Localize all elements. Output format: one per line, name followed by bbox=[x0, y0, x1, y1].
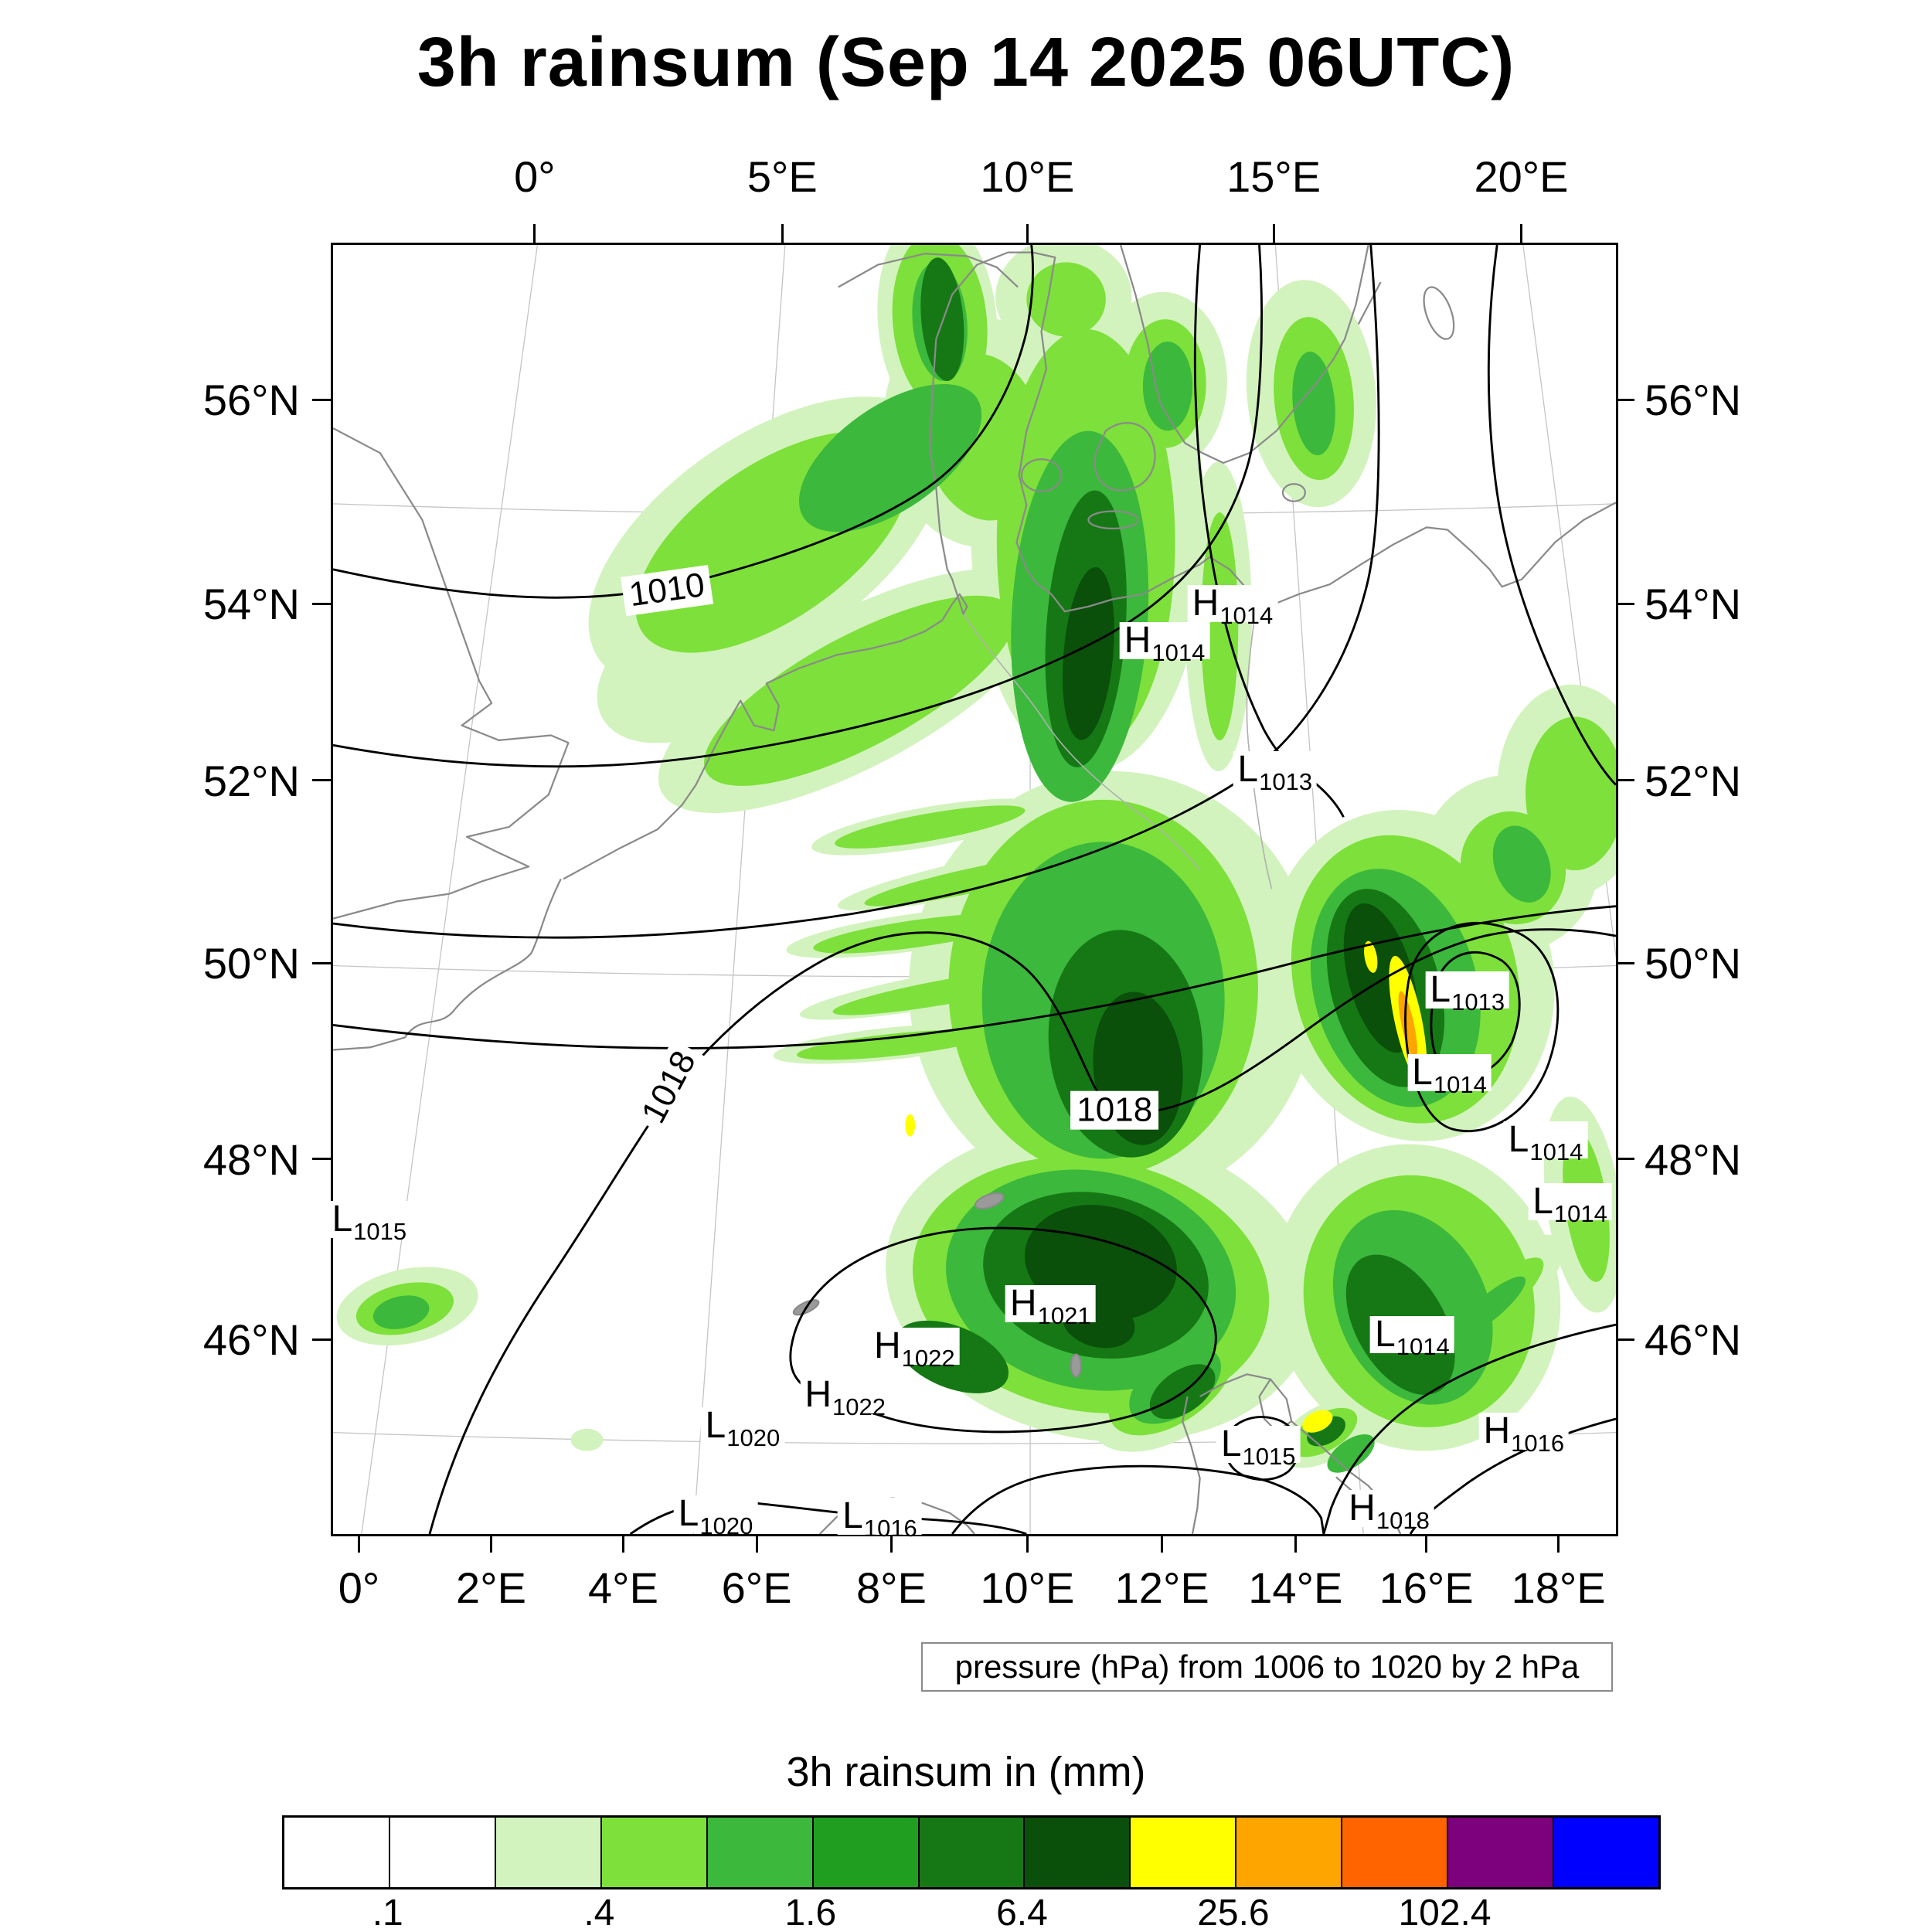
legend-cell bbox=[1448, 1818, 1555, 1887]
tick-right bbox=[1616, 1158, 1634, 1161]
axis-label-right: 52°N bbox=[1645, 756, 1742, 805]
tick-bottom bbox=[1294, 1534, 1297, 1553]
tick-top bbox=[1026, 224, 1029, 243]
axis-label-left: 52°N bbox=[202, 756, 300, 805]
legend-tick-label: .1 bbox=[372, 1893, 403, 1932]
axis-label-bottom: 18°E bbox=[1511, 1563, 1606, 1612]
rain-shading-orange bbox=[1398, 991, 1417, 1060]
legend-cell bbox=[284, 1818, 390, 1887]
tick-bottom bbox=[1161, 1534, 1164, 1553]
axis-label-bottom: 4°E bbox=[588, 1563, 658, 1612]
legend-cell bbox=[813, 1818, 920, 1887]
tick-top bbox=[533, 224, 536, 243]
legend-cell bbox=[1554, 1818, 1658, 1887]
tick-bottom bbox=[621, 1534, 624, 1553]
axis-label-bottom: 8°E bbox=[855, 1563, 927, 1612]
axis-label-top: 20°E bbox=[1474, 152, 1569, 201]
tick-bottom bbox=[1026, 1534, 1029, 1553]
legend-cell bbox=[1342, 1818, 1449, 1887]
tick-bottom bbox=[755, 1534, 758, 1553]
tick-left bbox=[312, 1338, 331, 1341]
axis-label-left: 56°N bbox=[202, 376, 300, 425]
axis-label-left: 54°N bbox=[202, 580, 300, 629]
tick-right bbox=[1616, 1338, 1634, 1341]
axis-label-right: 50°N bbox=[1645, 939, 1742, 988]
tick-right bbox=[1616, 961, 1634, 964]
axis-label-left: 46°N bbox=[202, 1315, 300, 1365]
tick-right bbox=[1616, 602, 1634, 605]
axis-label-right: 56°N bbox=[1645, 376, 1742, 425]
legend-tick-label: 25.6 bbox=[1197, 1893, 1270, 1932]
tick-top bbox=[1519, 224, 1522, 243]
tick-top bbox=[1272, 224, 1275, 243]
axis-label-bottom: 0° bbox=[338, 1563, 380, 1612]
map-svg bbox=[333, 245, 1616, 1534]
legend-tick-label: .4 bbox=[583, 1893, 615, 1932]
tick-left bbox=[312, 779, 331, 782]
tick-bottom bbox=[358, 1534, 361, 1553]
tick-left bbox=[312, 961, 331, 964]
tick-left bbox=[312, 398, 331, 401]
legend-cell bbox=[1236, 1818, 1343, 1887]
axis-label-bottom: 16°E bbox=[1379, 1563, 1474, 1612]
legend-tick-label: 1.6 bbox=[784, 1893, 837, 1932]
legend-cell bbox=[707, 1818, 814, 1887]
axis-label-left: 48°N bbox=[202, 1134, 300, 1184]
tick-right bbox=[1616, 779, 1634, 782]
tick-bottom bbox=[1425, 1534, 1428, 1553]
tick-bottom bbox=[490, 1534, 492, 1553]
axis-label-bottom: 10°E bbox=[980, 1563, 1075, 1612]
axis-label-bottom: 14°E bbox=[1248, 1563, 1343, 1612]
legend-tick-label: 6.4 bbox=[996, 1893, 1048, 1932]
axis-label-top: 10°E bbox=[980, 152, 1075, 201]
axis-label-right: 46°N bbox=[1645, 1315, 1742, 1365]
legend-colorbar bbox=[282, 1815, 1661, 1889]
tick-bottom bbox=[1557, 1534, 1560, 1553]
tick-left bbox=[312, 1158, 331, 1161]
axis-label-left: 50°N bbox=[202, 939, 300, 988]
axis-label-right: 54°N bbox=[1645, 580, 1742, 629]
axis-label-bottom: 12°E bbox=[1114, 1563, 1209, 1612]
legend-cell bbox=[1131, 1818, 1237, 1887]
tick-right bbox=[1616, 398, 1634, 401]
axis-label-top: 15°E bbox=[1226, 152, 1321, 201]
tick-bottom bbox=[889, 1534, 893, 1553]
tick-left bbox=[312, 602, 331, 605]
legend-cell bbox=[601, 1818, 708, 1887]
axis-label-bottom: 2°E bbox=[456, 1563, 526, 1612]
axis-label-top: 5°E bbox=[747, 152, 818, 201]
legend-cell bbox=[389, 1818, 496, 1887]
axis-label-top: 0° bbox=[514, 152, 556, 201]
map-canvas bbox=[331, 243, 1618, 1536]
legend-tick-label: 102.4 bbox=[1398, 1893, 1492, 1932]
legend-title: 3h rainsum in (mm) bbox=[786, 1749, 1146, 1795]
page-title: 3h rainsum (Sep 14 2025 06UTC) bbox=[417, 24, 1515, 101]
tick-top bbox=[781, 224, 784, 243]
axis-label-right: 48°N bbox=[1645, 1134, 1742, 1184]
pressure-caption: pressure (hPa) from 1006 to 1020 by 2 hP… bbox=[921, 1642, 1613, 1692]
legend-cell bbox=[495, 1818, 602, 1887]
legend-cell bbox=[1025, 1818, 1131, 1887]
axis-label-bottom: 6°E bbox=[721, 1563, 792, 1612]
legend-cell bbox=[919, 1818, 1026, 1887]
